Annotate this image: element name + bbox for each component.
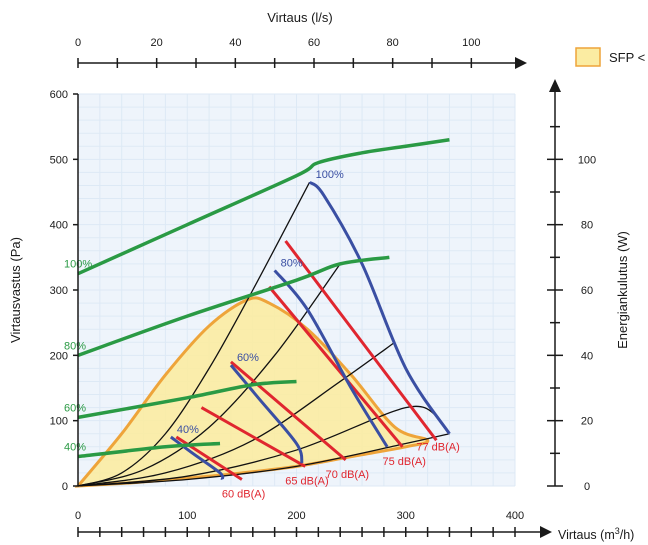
sound-line [229,360,347,462]
x-axis-label: Virtaus (m3/h) [558,526,634,542]
top-tick-label: 80 [387,37,399,49]
blade-curve [273,269,389,448]
fan-power-curve-label: 40% [64,442,86,454]
fan-power-curve-label: 60% [64,402,86,414]
sound-line [284,240,438,442]
fan-power-curve [77,138,450,276]
blade-curve-label: 80% [281,257,303,269]
sound-line-label: 77 dB(A) [416,441,459,453]
sound-line-label: 60 dB(A) [222,488,265,500]
blade-curve [229,364,304,464]
system-curve [77,433,450,487]
top-tick-label: 100 [462,37,480,49]
top-tick-label: 0 [75,37,81,49]
sound-line [175,435,243,481]
y2-tick-label: 100 [578,154,596,166]
fan-power-curve-label: 80% [64,340,86,352]
y2-tick-label: 60 [581,285,593,297]
x-axis-arrow [540,526,552,538]
top-axis-label: Virtaus (l/s) [267,10,333,25]
top-tick-label: 20 [151,37,163,49]
y-tick-label: 500 [50,154,68,166]
blade-curve-label: 100% [316,169,344,181]
fan-power-curves: 100% 80% 60% 40% [64,138,450,459]
system-curve [77,263,341,487]
y-tick-label: 600 [50,89,68,101]
x-tick-label: 100 [178,510,196,522]
top-axis-arrow [515,57,527,69]
legend-swatch [575,47,601,67]
sound-line-label: 65 dB(A) [285,475,328,487]
fan-power-curve [77,379,297,420]
y2-axis-label: Energiankulutus (W) [615,231,630,349]
y2-tick-label: 20 [581,416,593,428]
blade-curve-label: 60% [237,352,259,364]
x-tick-label: 300 [397,510,415,522]
y2-tick-label: 0 [584,481,590,493]
legend-label: SFP < [609,50,645,65]
x-tick-label: 400 [506,510,524,522]
blade-curve-label: 40% [177,424,199,436]
fan-power-curve [77,255,390,357]
y-tick-label: 400 [50,220,68,232]
x-tick-label: 200 [287,510,305,522]
y-tick-label: 100 [50,416,68,428]
x-axis-label-prefix: Virtaus (m [558,528,615,542]
system-curve [77,341,396,487]
y-tick-label: 200 [50,350,68,362]
y-axis-label: Virtausvastus (Pa) [8,237,23,343]
system-curve [77,181,311,487]
system-curves [77,181,450,487]
y-tick-label: 300 [50,285,68,297]
y-tick-label: 0 [62,481,68,493]
y2-tick-label: 80 [581,220,593,232]
x-tick-label: 0 [75,510,81,522]
y2-tick-label: 40 [581,350,593,362]
y2-axis-arrow [549,79,561,92]
x-axis-label-sup: 3 [615,526,620,536]
fan-power-curve [77,441,221,459]
top-tick-label: 60 [308,37,320,49]
sound-line-label: 75 dB(A) [382,456,425,468]
sound-line [268,285,404,448]
sound-line [200,406,306,468]
sound-line-label: 70 dB(A) [326,469,369,481]
top-tick-label: 40 [229,37,241,49]
x-axis-label-suffix: /h) [620,528,635,542]
sound-lines: 60 dB(A) 65 dB(A)70 dB(A) 75 dB(A) 77 dB(A) [175,240,460,500]
blade-curve [308,180,451,435]
